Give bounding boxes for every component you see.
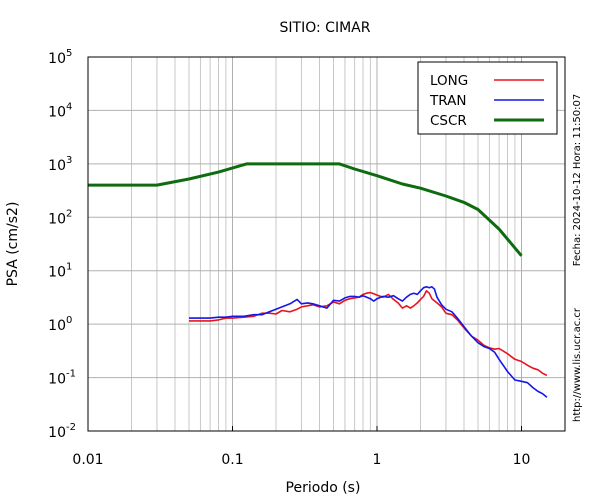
grid-minor-lines bbox=[130, 57, 516, 431]
legend-box bbox=[417, 61, 558, 135]
series-tran-line bbox=[189, 286, 548, 398]
y-tick-exponent: 1 bbox=[66, 262, 72, 273]
legend: LONG TRAN CSCR bbox=[417, 61, 558, 135]
y-tick-exponent: 3 bbox=[66, 155, 72, 166]
y-tick-label: 10 bbox=[48, 425, 66, 441]
y-tick-label: 10 bbox=[48, 211, 66, 227]
series-long-line bbox=[189, 290, 548, 377]
x-tick-label: 1 bbox=[373, 452, 382, 468]
y-tick-label: 10 bbox=[48, 51, 66, 67]
y-tick-label: 10 bbox=[48, 104, 66, 120]
x-axis-ticks: 0.01 0.1 1 10 bbox=[72, 426, 530, 468]
series-layer bbox=[88, 162, 548, 398]
y-tick-label: 10 bbox=[48, 372, 66, 388]
y-axis-label: PSA (cm/s2) bbox=[5, 202, 21, 287]
x-tick-label: 0.01 bbox=[72, 452, 103, 468]
plot-frame bbox=[87, 56, 566, 432]
y-tick-exponent: 2 bbox=[66, 208, 72, 219]
legend-label-long: LONG bbox=[430, 73, 468, 89]
chart-title: SITIO: CIMAR bbox=[280, 20, 371, 36]
x-axis-label: Periodo (s) bbox=[286, 480, 361, 496]
source-url-text: http://www.lis.ucr.ac.cr bbox=[572, 307, 583, 422]
y-tick-label: 10 bbox=[48, 265, 66, 281]
y-tick-label: 10 bbox=[48, 158, 66, 174]
x-tick-label: 10 bbox=[513, 452, 531, 468]
x-tick-label: 0.1 bbox=[221, 452, 243, 468]
y-tick-exponent: 5 bbox=[66, 48, 72, 59]
legend-label-tran: TRAN bbox=[429, 93, 466, 109]
series-cscr-line bbox=[88, 162, 523, 257]
y-tick-exponent: -1 bbox=[66, 369, 76, 380]
timestamp-text: Fecha: 2024-10-12 Hora: 11:50:07 bbox=[572, 94, 583, 267]
y-tick-exponent: 0 bbox=[66, 315, 72, 326]
y-tick-exponent: -2 bbox=[66, 422, 76, 433]
y-tick-label: 10 bbox=[48, 318, 66, 334]
y-tick-exponent: 4 bbox=[66, 101, 72, 112]
legend-label-cscr: CSCR bbox=[430, 113, 467, 129]
